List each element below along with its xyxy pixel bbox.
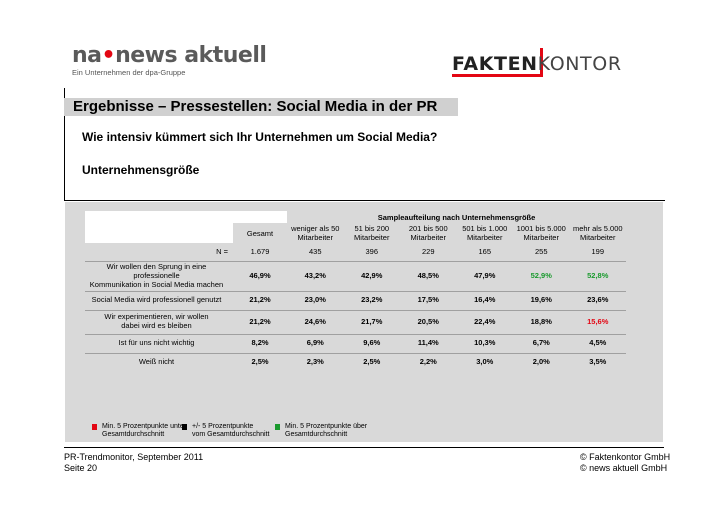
column-header-total: Gesamt <box>233 223 287 243</box>
table-cell: 21,2% <box>233 291 287 308</box>
table-cell: 18,8% <box>530 316 552 326</box>
footer-divider <box>64 447 664 448</box>
table-cell: 23,6% <box>569 291 627 308</box>
table-cell: 2,2% <box>419 356 437 366</box>
table-cell: 2,3% <box>306 356 324 366</box>
table-cell: 52,9% <box>530 271 552 280</box>
table-cell: 48,5% <box>417 271 439 280</box>
sample-size-row: N = 1.679 435 396 229 165 255 199 <box>85 243 627 259</box>
logo-kontor-text: KONTOR <box>537 53 622 75</box>
table-row: Wir wollen den Sprung in eine profession… <box>85 262 626 289</box>
survey-question: Wie intensiv kümmert sich Ihr Unternehme… <box>82 130 438 144</box>
table-cell: 6,9% <box>287 334 344 351</box>
table-cell: 396 <box>343 243 400 259</box>
logo-dot: • <box>101 43 116 68</box>
table-cell: 6,7% <box>513 334 570 351</box>
logo-fakten-text: FAKTEN <box>452 53 538 75</box>
table-cell: 8,2% <box>233 334 287 351</box>
header-frame <box>64 88 665 201</box>
table-cell: 165 <box>456 243 513 259</box>
row-label: Ist für uns nicht wichtig <box>85 334 233 351</box>
table-row: Social Media wird professionell genutzt … <box>85 291 627 308</box>
table-cell: 23,2% <box>343 291 400 308</box>
table-cell: 16,4% <box>456 291 513 308</box>
legend-swatch-green <box>275 424 280 430</box>
table-cell: 42,9% <box>361 271 383 280</box>
faktenkontor-logo-mark <box>452 48 543 77</box>
table-cell: 15,6% <box>587 316 609 326</box>
page-title: Ergebnisse – Pressestellen: Social Media… <box>73 98 438 115</box>
sample-size-label: N = <box>85 243 233 259</box>
news-aktuell-logo: na•news aktuell Ein Unternehmen der dpa-… <box>72 43 267 84</box>
footer-copyright-faktenkontor: © Faktenkontor GmbH <box>580 452 671 462</box>
table-cell: 2,5% <box>251 356 269 366</box>
table-cell: 21,2% <box>249 316 271 326</box>
table-cell: 229 <box>400 243 457 259</box>
legend-swatch-red <box>92 424 97 430</box>
table-cell: 10,3% <box>456 334 513 351</box>
footer-source: PR-Trendmonitor, September 2011 <box>64 452 204 462</box>
results-table: Sampleaufteilung nach Unternehmensgröße … <box>85 211 627 369</box>
table-cell: 199 <box>569 243 627 259</box>
table-cell: 1.679 <box>233 243 287 259</box>
column-header: mehr als 5.000 Mitarbeiter <box>569 223 627 243</box>
column-header: 51 bis 200 Mitarbeiter <box>343 223 400 243</box>
table-cell: 3,5% <box>589 356 607 366</box>
row-label: Wir experimentieren, wir wollen dabei wir… <box>104 312 209 331</box>
table-cell: 4,5% <box>569 334 627 351</box>
table-cell: 43,2% <box>304 271 326 280</box>
table-cell: 435 <box>287 243 344 259</box>
column-header-row: Gesamt weniger als 50 Mitarbeiter 51 bis … <box>85 223 627 243</box>
logo-news-aktuell-text: news aktuell <box>115 43 267 68</box>
faktenkontor-logo: FAKTENKONTOR <box>452 48 667 80</box>
table-cell: 2,5% <box>363 356 381 366</box>
table-cell: 46,9% <box>249 271 271 280</box>
table-row: Weiß nicht 2,5% 2,3% 2,5% 2,2% 3,0% 2,0%… <box>85 353 626 369</box>
table-cell: 19,6% <box>513 291 570 308</box>
table-row: Wir experimentieren, wir wollen dabei wir… <box>85 310 626 332</box>
group-header-row: Sampleaufteilung nach Unternehmensgröße <box>85 211 627 223</box>
footer-page-number: Seite 20 <box>64 463 98 473</box>
row-label: Wir wollen den Sprung in eine profession… <box>89 262 224 289</box>
sample-group-header: Sampleaufteilung nach Unternehmensgröße <box>287 211 627 223</box>
table-cell: 21,7% <box>361 316 383 326</box>
logo-na-text: na <box>72 43 102 68</box>
logo-tagline: Ein Unternehmen der dpa-Gruppe <box>72 68 186 77</box>
column-header: 501 bis 1.000 Mitarbeiter <box>456 223 513 243</box>
table-cell: 11,4% <box>400 334 457 351</box>
table-cell: 20,5% <box>417 316 439 326</box>
table-cell: 24,6% <box>304 316 326 326</box>
table-cell: 52,8% <box>587 271 609 280</box>
table-cell: 22,4% <box>474 316 496 326</box>
table-cell: 17,5% <box>400 291 457 308</box>
table-cell: 47,9% <box>474 271 496 280</box>
legend-swatch-black <box>182 424 187 430</box>
column-header: 1001 bis 5.000 Mitarbeiter <box>513 223 570 243</box>
row-label: Weiß nicht <box>138 356 175 366</box>
footer-copyright-news-aktuell: © news aktuell GmbH <box>580 463 668 473</box>
table-cell: 23,0% <box>287 291 344 308</box>
column-header: 201 bis 500 Mitarbeiter <box>400 223 457 243</box>
table-cell: 9,6% <box>343 334 400 351</box>
table-cell: 3,0% <box>476 356 494 366</box>
table-cell: 2,0% <box>532 356 550 366</box>
section-subheading: Unternehmensgröße <box>82 163 200 177</box>
row-label: Social Media wird professionell genutzt <box>85 291 233 308</box>
table-cell: 255 <box>513 243 570 259</box>
column-header: weniger als 50 Mitarbeiter <box>287 223 344 243</box>
table-row: Ist für uns nicht wichtig 8,2% 6,9% 9,6%… <box>85 334 627 351</box>
title-bar <box>64 98 458 116</box>
